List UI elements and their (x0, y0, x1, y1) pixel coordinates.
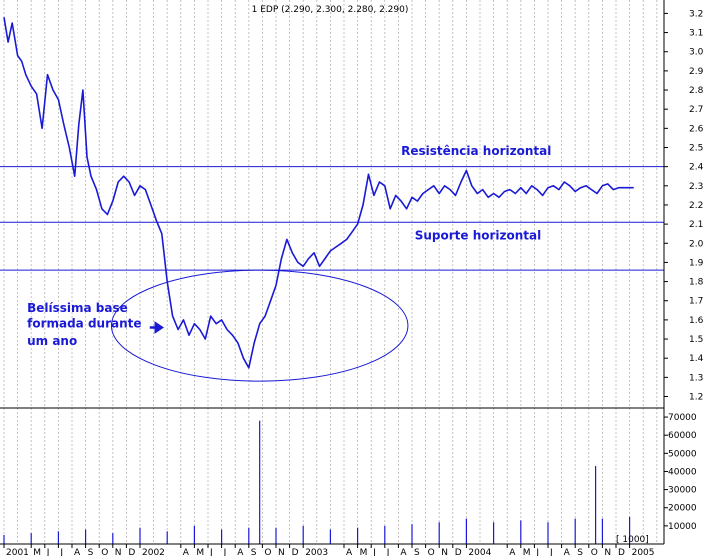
price-tick-label: 2.4 (689, 163, 704, 173)
gridlines (3, 0, 658, 544)
x-tick-label: N (115, 548, 122, 556)
x-tick-label: 2002 (142, 548, 165, 556)
x-tick-label: O (591, 548, 598, 556)
annotation-text: Belíssima base (27, 301, 128, 315)
x-tick-label: S (88, 548, 94, 556)
x-tick-label: M (523, 548, 531, 556)
x-tick-label: N (441, 548, 448, 556)
price-tick-label: 1.7 (689, 297, 703, 307)
volume-tick-label: 60000 (668, 431, 697, 441)
price-line-group (3, 17, 634, 369)
x-tick-label: 2005 (632, 548, 655, 556)
x-tick-label: 2001 (6, 548, 29, 556)
x-tick-label: N (278, 548, 285, 556)
price-tick-label: 2.6 (689, 124, 704, 134)
price-tick-label: 1.9 (689, 258, 704, 268)
volume-unit-label: [ 1000] (616, 535, 649, 545)
price-tick-label: 2.7 (689, 105, 703, 115)
x-tick-label: O (101, 548, 108, 556)
x-tick-label: J (549, 548, 553, 556)
price-tick-label: 1.5 (689, 335, 703, 345)
price-tick-label: 2.9 (689, 67, 704, 77)
x-tick-label: D (292, 548, 299, 556)
volume-tick-label: 70000 (668, 413, 697, 423)
x-tick-label: J (535, 548, 539, 556)
x-tick-label: J (372, 548, 376, 556)
price-tick-label: 3.1 (689, 29, 703, 39)
price-tick-label: 3.2 (689, 9, 703, 19)
price-line (3, 17, 634, 369)
price-tick-label: 2.5 (689, 143, 703, 153)
price-tick-label: 1.4 (689, 354, 704, 364)
x-tick-label: N (604, 548, 611, 556)
price-tick-label: 2.0 (689, 239, 704, 249)
x-tick-label: A (237, 548, 244, 556)
price-tick-label: 2.1 (689, 220, 703, 230)
x-tick-label: J (46, 548, 50, 556)
x-tick-label: J (209, 548, 213, 556)
x-tick-label: 2004 (468, 548, 491, 556)
x-tick-label: J (386, 548, 390, 556)
x-tick-label: J (59, 548, 63, 556)
x-tick-label: A (400, 548, 407, 556)
chart-text: 3.2 3.1 3.0 2.9 2.8 2.7 2.6 2.5 2.4 2.3 2.2 2.1 2.0 1… (6, 9, 704, 556)
chart-shapes (110, 269, 409, 382)
annotation-text: Suporte horizontal (415, 228, 542, 242)
x-tick-label: A (564, 548, 571, 556)
x-tick-label: S (414, 548, 420, 556)
price-tick-label: 1.3 (689, 373, 703, 383)
x-tick-label: M (196, 548, 204, 556)
x-tick-label: S (251, 548, 257, 556)
price-tick-label: 1.8 (689, 278, 704, 288)
annotation-text: um ano (27, 334, 77, 348)
x-tick-label: D (618, 548, 625, 556)
x-tick-label: 2003 (305, 548, 328, 556)
x-tick-label: O (264, 548, 271, 556)
annotation-text: formada durante (27, 317, 141, 331)
volume-bars (3, 420, 631, 544)
x-tick-label: D (455, 548, 462, 556)
x-tick-label: S (577, 548, 583, 556)
x-tick-label: A (509, 548, 516, 556)
x-tick-label: M (33, 548, 41, 556)
x-tick-label: J (223, 548, 227, 556)
arrow-icon (149, 321, 165, 334)
x-tick-label: O (428, 548, 435, 556)
volume-tick-label: 20000 (668, 504, 697, 514)
x-tick-label: A (346, 548, 353, 556)
price-tick-label: 2.3 (689, 182, 703, 192)
chart-title: 1 EDP (2.290, 2.300, 2.280, 2.290) (252, 5, 409, 15)
volume-tick-label: 30000 (668, 486, 697, 496)
price-tick-label: 1.2 (689, 393, 703, 403)
x-tick-label: D (128, 548, 135, 556)
volume-tick-label: 40000 (668, 467, 697, 477)
x-tick-label: A (74, 548, 81, 556)
horizontal-levels (0, 166, 664, 271)
volume-tick-label: 10000 (668, 522, 697, 532)
x-tick-label: A (183, 548, 190, 556)
base-ellipse (110, 269, 409, 382)
price-tick-label: 3.0 (689, 48, 704, 58)
axes (0, 0, 668, 548)
price-tick-label: 2.2 (689, 201, 703, 211)
volume-tick-label: 50000 (668, 449, 697, 459)
x-tick-label: M (360, 548, 368, 556)
price-tick-label: 1.6 (689, 316, 704, 326)
price-tick-label: 2.8 (689, 86, 704, 96)
annotation-text: Resistência horizontal (401, 144, 551, 158)
